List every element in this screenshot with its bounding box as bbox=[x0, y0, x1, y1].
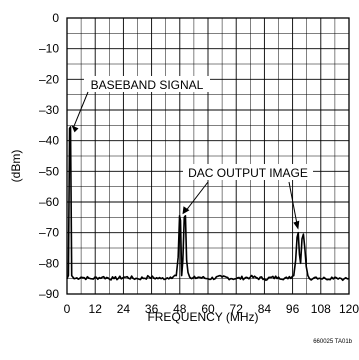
image-arrow-right bbox=[288, 181, 298, 226]
dac-output-image-label: DAC OUTPUT IMAGE bbox=[188, 166, 308, 180]
tick-layer: 0 12 24 36 48 60 72 84 96 108 120 0 –10 –20 –30 –40 –50 –… bbox=[39, 11, 359, 316]
grid-layer bbox=[66, 17, 350, 295]
y-tick-label: –70 bbox=[39, 226, 59, 240]
baseband-signal-label: BASEBAND SIGNAL bbox=[91, 78, 204, 92]
figure-id: 660025 TA01b bbox=[313, 339, 352, 345]
x-tick-label: 60 bbox=[201, 302, 215, 316]
x-tick-label: 36 bbox=[145, 302, 159, 316]
y-tick-label: 0 bbox=[52, 11, 59, 25]
y-tick-label: –30 bbox=[39, 103, 59, 117]
y-tick-label: –90 bbox=[39, 287, 59, 301]
x-tick-label: 0 bbox=[64, 302, 71, 316]
y-tick-label: –60 bbox=[39, 195, 59, 209]
y-tick-label: –20 bbox=[39, 72, 59, 86]
x-tick-label: 108 bbox=[311, 302, 331, 316]
y-axis-label: (dBm) bbox=[9, 150, 23, 183]
x-tick-label: 96 bbox=[286, 302, 300, 316]
series-layer bbox=[66, 126, 350, 282]
spectrum-trace bbox=[66, 126, 350, 282]
baseband-arrowhead bbox=[71, 125, 79, 133]
x-tick-label: 48 bbox=[173, 302, 187, 316]
annotation-bg bbox=[183, 164, 313, 180]
y-tick-label: –40 bbox=[39, 134, 59, 148]
image-arrowhead-right bbox=[293, 220, 300, 230]
x-tick-label: 12 bbox=[89, 302, 103, 316]
x-tick-label: 120 bbox=[339, 302, 359, 316]
y-tick-label: –80 bbox=[39, 256, 59, 270]
x-tick-label: 24 bbox=[117, 302, 131, 316]
image-arrowhead-left bbox=[182, 206, 190, 215]
x-axis-label: FREQUENCY (MHz) bbox=[147, 310, 258, 324]
x-tick-label: 84 bbox=[258, 302, 272, 316]
image-arrow-left bbox=[185, 181, 209, 212]
annotation-layer: BASEBAND SIGNAL DAC OUTPUT IMAGE bbox=[71, 76, 313, 230]
y-tick-label: –50 bbox=[39, 164, 59, 178]
y-tick-label: –10 bbox=[39, 42, 59, 56]
annotation-bg bbox=[84, 76, 210, 92]
plot-frame bbox=[66, 17, 350, 295]
baseband-arrow bbox=[73, 91, 89, 128]
x-tick-label: 72 bbox=[230, 302, 244, 316]
